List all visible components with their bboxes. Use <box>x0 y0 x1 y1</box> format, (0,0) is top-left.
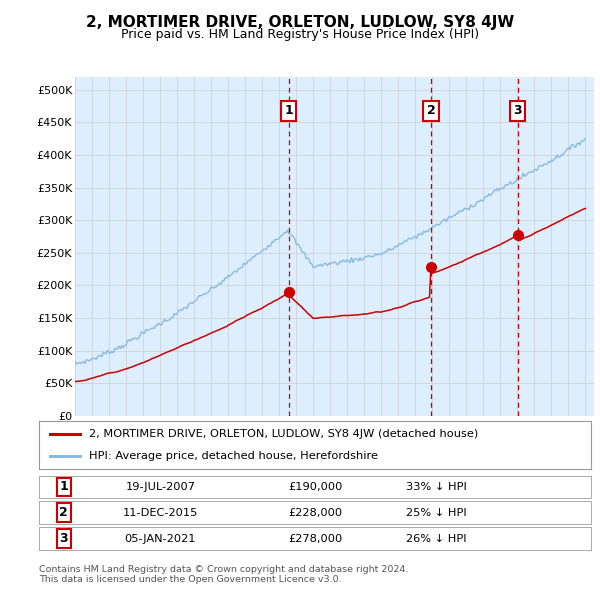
Text: 19-JUL-2007: 19-JUL-2007 <box>125 482 196 491</box>
Text: 3: 3 <box>59 532 68 545</box>
Text: Price paid vs. HM Land Registry's House Price Index (HPI): Price paid vs. HM Land Registry's House … <box>121 28 479 41</box>
Text: £228,000: £228,000 <box>288 508 342 517</box>
Text: 1: 1 <box>284 104 293 117</box>
Text: 2: 2 <box>427 104 436 117</box>
Text: 26% ↓ HPI: 26% ↓ HPI <box>406 534 467 543</box>
Text: HPI: Average price, detached house, Herefordshire: HPI: Average price, detached house, Here… <box>89 451 377 461</box>
Text: £278,000: £278,000 <box>288 534 342 543</box>
Text: 2, MORTIMER DRIVE, ORLETON, LUDLOW, SY8 4JW (detached house): 2, MORTIMER DRIVE, ORLETON, LUDLOW, SY8 … <box>89 429 478 439</box>
Text: This data is licensed under the Open Government Licence v3.0.: This data is licensed under the Open Gov… <box>39 575 341 584</box>
Text: 2: 2 <box>59 506 68 519</box>
Text: £190,000: £190,000 <box>288 482 342 491</box>
Text: 1: 1 <box>59 480 68 493</box>
Text: Contains HM Land Registry data © Crown copyright and database right 2024.: Contains HM Land Registry data © Crown c… <box>39 565 409 574</box>
Text: 33% ↓ HPI: 33% ↓ HPI <box>406 482 467 491</box>
Text: 25% ↓ HPI: 25% ↓ HPI <box>406 508 467 517</box>
Text: 3: 3 <box>514 104 522 117</box>
Text: 11-DEC-2015: 11-DEC-2015 <box>123 508 198 517</box>
Text: 2, MORTIMER DRIVE, ORLETON, LUDLOW, SY8 4JW: 2, MORTIMER DRIVE, ORLETON, LUDLOW, SY8 … <box>86 15 514 30</box>
Text: 05-JAN-2021: 05-JAN-2021 <box>125 534 196 543</box>
